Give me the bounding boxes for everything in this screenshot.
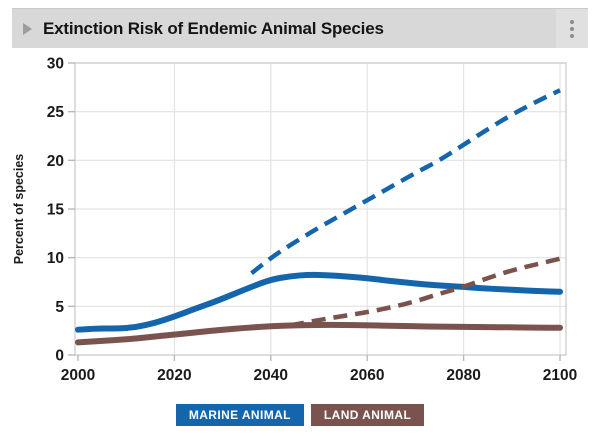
- y-tick-label: 25: [47, 104, 65, 121]
- y-axis-title: Percent of species: [12, 154, 26, 265]
- chart-legend: MARINE ANIMAL LAND ANIMAL: [0, 404, 600, 426]
- series-dashed-land: [289, 256, 561, 328]
- chevron-right-icon[interactable]: [23, 22, 32, 35]
- gridlines: [75, 62, 566, 355]
- series-dashed-marine: [250, 88, 561, 275]
- y-tick-label: 20: [47, 153, 64, 170]
- x-axis: 2000 2020 2040 2060 2080 2100: [61, 355, 577, 384]
- x-tick-label: 2040: [254, 367, 288, 384]
- chart-title: Extinction Risk of Endemic Animal Specie…: [43, 18, 384, 38]
- x-tick-label: 2060: [350, 367, 384, 384]
- y-tick-label: 15: [47, 202, 65, 219]
- y-tick-label: 30: [47, 56, 64, 73]
- series-solid-land: [75, 321, 563, 346]
- x-tick-label: 2100: [543, 367, 577, 384]
- legend-item-land[interactable]: LAND ANIMAL: [310, 404, 425, 426]
- legend-item-marine[interactable]: MARINE ANIMAL: [175, 404, 304, 426]
- x-tick-label: 2020: [157, 367, 191, 384]
- y-tick-label: 5: [55, 299, 64, 316]
- x-tick-label: 2000: [61, 367, 95, 384]
- kebab-menu-icon[interactable]: [556, 9, 588, 48]
- chart-header: Extinction Risk of Endemic Animal Specie…: [12, 8, 588, 48]
- series-solid-marine: [75, 271, 563, 333]
- x-tick-label: 2080: [446, 367, 480, 384]
- y-tick-label: 0: [55, 348, 64, 365]
- y-axis: 0 5 10 15 20 25 30: [47, 56, 75, 365]
- y-tick-label: 10: [47, 250, 64, 267]
